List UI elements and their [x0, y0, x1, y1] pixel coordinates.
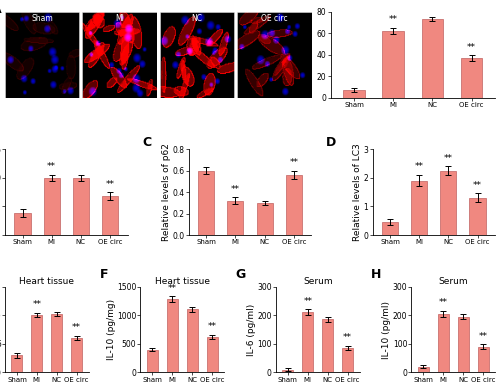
- Title: OE circ: OE circ: [262, 2, 288, 11]
- Text: **: **: [414, 163, 424, 171]
- Title: Serum: Serum: [303, 277, 332, 286]
- Bar: [344, 90, 365, 97]
- Bar: [167, 299, 178, 372]
- Text: F: F: [100, 268, 109, 281]
- Text: H: H: [371, 268, 382, 281]
- Text: OE circ: OE circ: [262, 14, 288, 23]
- Text: **: **: [444, 154, 453, 163]
- Bar: [256, 203, 272, 235]
- Text: **: **: [208, 322, 216, 331]
- Bar: [14, 213, 30, 235]
- Text: **: **: [389, 15, 398, 24]
- Text: **: **: [168, 284, 177, 293]
- Text: **: **: [106, 180, 114, 189]
- Text: G: G: [236, 268, 246, 281]
- Text: **: **: [72, 323, 81, 333]
- Y-axis label: IL-10 (pg/ml): IL-10 (pg/ml): [382, 301, 391, 359]
- Text: NC: NC: [192, 14, 202, 23]
- Title: Sham: Sham: [32, 2, 53, 11]
- Text: **: **: [438, 298, 448, 307]
- Bar: [73, 178, 89, 235]
- Bar: [322, 319, 333, 372]
- Bar: [422, 19, 443, 97]
- Text: **: **: [304, 297, 312, 306]
- Text: **: **: [467, 43, 476, 52]
- Text: D: D: [326, 136, 336, 149]
- Bar: [458, 317, 468, 372]
- Bar: [102, 196, 118, 235]
- Text: **: **: [478, 332, 488, 341]
- Bar: [382, 222, 398, 235]
- Bar: [461, 58, 482, 97]
- Text: **: **: [47, 163, 56, 171]
- Y-axis label: IL-6 (pg/ml): IL-6 (pg/ml): [246, 303, 256, 356]
- Bar: [302, 312, 314, 372]
- Text: **: **: [473, 181, 482, 190]
- Bar: [286, 175, 302, 235]
- Bar: [71, 338, 82, 372]
- Bar: [228, 201, 244, 235]
- Bar: [198, 171, 214, 235]
- Bar: [440, 171, 456, 235]
- Title: NC: NC: [192, 2, 202, 11]
- Text: **: **: [231, 185, 240, 194]
- Y-axis label: LC3 levels: LC3 levels: [306, 31, 316, 78]
- Text: **: **: [343, 333, 352, 342]
- Bar: [52, 314, 62, 372]
- Bar: [411, 180, 427, 235]
- Bar: [186, 310, 198, 372]
- Bar: [478, 347, 488, 372]
- Title: Heart tissue: Heart tissue: [155, 277, 210, 286]
- Bar: [382, 31, 404, 97]
- Y-axis label: IL-10 (pg/mg): IL-10 (pg/mg): [106, 299, 116, 360]
- Bar: [418, 367, 429, 372]
- Y-axis label: Relative levels of p62: Relative levels of p62: [162, 143, 171, 241]
- Bar: [32, 315, 42, 372]
- Text: MI: MI: [115, 14, 124, 23]
- Bar: [342, 348, 353, 372]
- Bar: [438, 314, 448, 372]
- Title: MI: MI: [115, 2, 124, 11]
- Bar: [206, 337, 218, 372]
- Title: Serum: Serum: [438, 277, 468, 286]
- Bar: [282, 370, 294, 372]
- Bar: [44, 178, 60, 235]
- Bar: [470, 198, 486, 235]
- Text: **: **: [32, 300, 42, 310]
- Title: Heart tissue: Heart tissue: [20, 277, 74, 286]
- Text: A: A: [0, 3, 1, 16]
- Bar: [12, 355, 22, 372]
- Text: Sham: Sham: [32, 14, 53, 23]
- Text: **: **: [289, 158, 298, 167]
- Bar: [147, 350, 158, 372]
- Text: C: C: [142, 136, 152, 149]
- Y-axis label: Relative levels of LC3: Relative levels of LC3: [353, 143, 362, 241]
